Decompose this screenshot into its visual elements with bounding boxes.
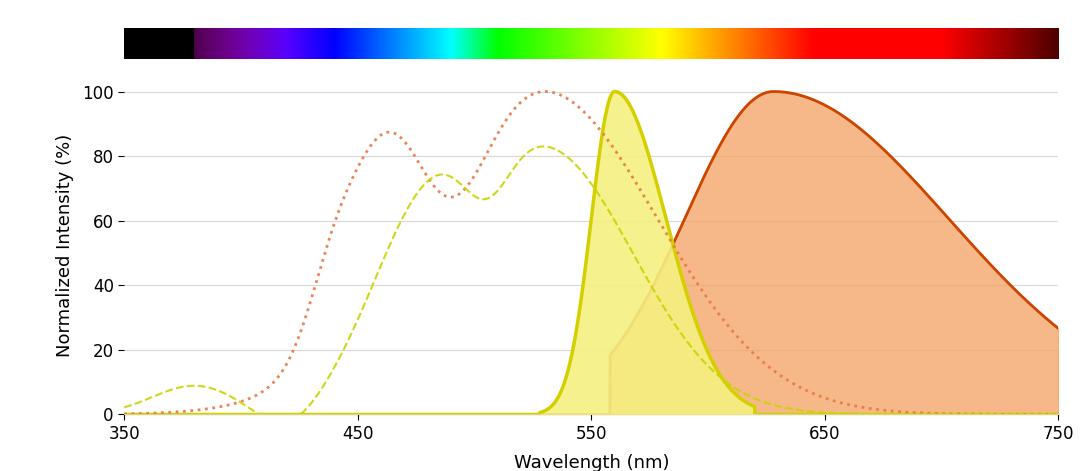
Y-axis label: Normalized Intensity (%): Normalized Intensity (%) xyxy=(56,133,73,357)
X-axis label: Wavelength (nm): Wavelength (nm) xyxy=(514,454,669,471)
